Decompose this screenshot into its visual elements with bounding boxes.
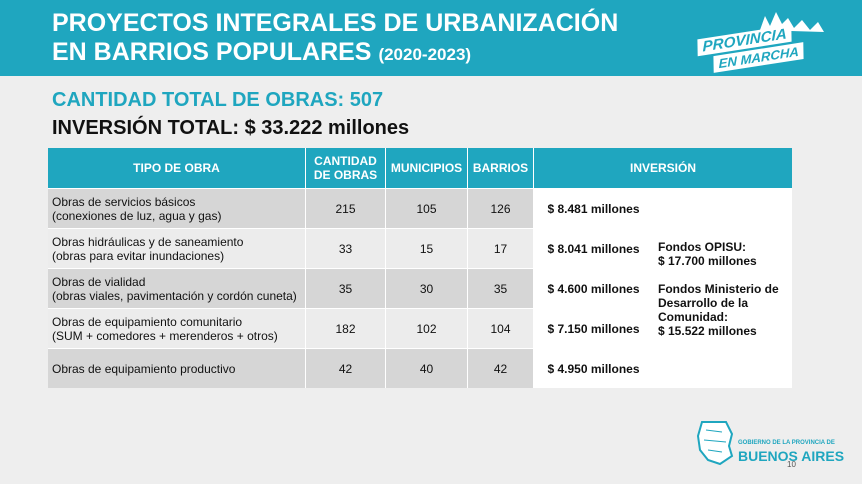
cell-inversion: $ 4.600 millones <box>534 268 654 308</box>
fund-opisu-amount: $ 17.700 millones <box>658 253 757 268</box>
header-band: PROYECTOS INTEGRALES DE URBANIZACIÓN EN … <box>0 0 862 76</box>
provincia-en-marcha-logo: PROVINCIA EN MARCHA <box>690 10 830 73</box>
cell-barrios: 104 <box>468 308 534 348</box>
cell-municipios: 102 <box>386 308 468 348</box>
fund-opisu: Fondos OPISU: $ 17.700 millones <box>658 240 787 268</box>
tipo-main: Obras de vialidad <box>52 274 146 289</box>
cell-cantidad: 35 <box>306 268 386 308</box>
funds-cell: Fondos OPISU: $ 17.700 millones Fondos Mi… <box>654 188 792 388</box>
tipo-detail: (obras para evitar inundaciones) <box>52 248 225 263</box>
obras-table: TIPO DE OBRA CANTIDAD DE OBRAS MUNICIPIOS… <box>48 148 792 388</box>
table-header-row: TIPO DE OBRA CANTIDAD DE OBRAS MUNICIPIOS… <box>48 148 792 188</box>
total-obras: CANTIDAD TOTAL DE OBRAS: 507 <box>52 89 384 111</box>
title-line-2-text: EN BARRIOS POPULARES <box>52 38 372 66</box>
tipo-main: Obras de servicios básicos <box>52 194 196 209</box>
tipo-main: Obras de equipamiento productivo <box>52 361 236 376</box>
cell-cantidad: 182 <box>306 308 386 348</box>
title-line-1: PROYECTOS INTEGRALES DE URBANIZACIÓN <box>52 9 619 37</box>
fund-opisu-label: Fondos OPISU: <box>658 239 746 254</box>
tipo-main: Obras de equipamiento comunitario <box>52 314 243 329</box>
header-inversion: INVERSIÓN <box>534 148 792 188</box>
cell-barrios: 126 <box>468 188 534 228</box>
cell-inversion: $ 8.041 millones <box>534 228 654 268</box>
header-cantidad-2: DE OBRAS <box>313 168 378 182</box>
header-cantidad: CANTIDAD DE OBRAS <box>306 148 386 188</box>
header-tipo: TIPO DE OBRA <box>48 148 306 188</box>
table-row: Obras de vialidad (obras viales, paviment… <box>48 268 792 308</box>
cell-municipios: 30 <box>386 268 468 308</box>
header-cantidad-1: CANTIDAD <box>314 154 377 168</box>
gov-small-text: GOBIERNO DE LA PROVINCIA DE <box>738 440 835 446</box>
cell-tipo: Obras de equipamiento productivo <box>48 348 306 388</box>
cell-tipo: Obras hidráulicas y de saneamiento (obras… <box>48 228 306 268</box>
table-row: Obras de equipamiento comunitario (SUM + … <box>48 308 792 348</box>
cell-tipo: Obras de equipamiento comunitario (SUM + … <box>48 308 306 348</box>
gobierno-buenos-aires-logo: GOBIERNO DE LA PROVINCIA DE BUENOS AIRES <box>696 418 844 472</box>
province-map-icon <box>696 421 734 466</box>
slide-title: PROYECTOS INTEGRALES DE URBANIZACIÓN EN … <box>52 9 618 69</box>
cell-tipo: Obras de servicios básicos (conexiones de… <box>48 188 306 228</box>
table-row: Obras hidráulicas y de saneamiento (obras… <box>48 228 792 268</box>
fund-ministerio-amount: $ 15.522 millones <box>658 323 757 338</box>
table-row: Obras de servicios básicos (conexiones de… <box>48 188 792 388</box>
cell-municipios: 15 <box>386 228 468 268</box>
gov-big-text: BUENOS AIRES <box>738 448 845 464</box>
cell-tipo: Obras de vialidad (obras viales, paviment… <box>48 268 306 308</box>
cell-cantidad: 215 <box>306 188 386 228</box>
title-line-2: EN BARRIOS POPULARES (2020-2023) <box>52 38 618 69</box>
cell-inversion: $ 8.481 millones <box>534 188 654 228</box>
cell-cantidad: 33 <box>306 228 386 268</box>
table-row: Obras de equipamiento productivo 42 40 4… <box>48 348 792 388</box>
cell-municipios: 40 <box>386 348 468 388</box>
tipo-detail: (obras viales, pavimentación y cordón cu… <box>52 288 297 303</box>
header-municipios: MUNICIPIOS <box>386 148 468 188</box>
fund-ministerio: Fondos Ministerio de Desarrollo de la Co… <box>658 282 787 338</box>
cell-barrios: 17 <box>468 228 534 268</box>
cell-inversion: $ 7.150 millones <box>534 308 654 348</box>
page-number: 10 <box>787 460 796 469</box>
header-barrios: BARRIOS <box>468 148 534 188</box>
cell-cantidad: 42 <box>306 348 386 388</box>
title-years: (2020-2023) <box>378 45 472 64</box>
fund-ministerio-label: Fondos Ministerio de Desarrollo de la Co… <box>658 281 779 324</box>
cell-municipios: 105 <box>386 188 468 228</box>
tipo-main: Obras hidráulicas y de saneamiento <box>52 234 244 249</box>
total-inversion: INVERSIÓN TOTAL: $ 33.222 millones <box>52 117 410 139</box>
cell-barrios: 35 <box>468 268 534 308</box>
tipo-detail: (conexiones de luz, agua y gas) <box>52 208 222 223</box>
cell-inversion: $ 4.950 millones <box>534 348 654 388</box>
tipo-detail: (SUM + comedores + merenderos + otros) <box>52 328 278 343</box>
cell-barrios: 42 <box>468 348 534 388</box>
